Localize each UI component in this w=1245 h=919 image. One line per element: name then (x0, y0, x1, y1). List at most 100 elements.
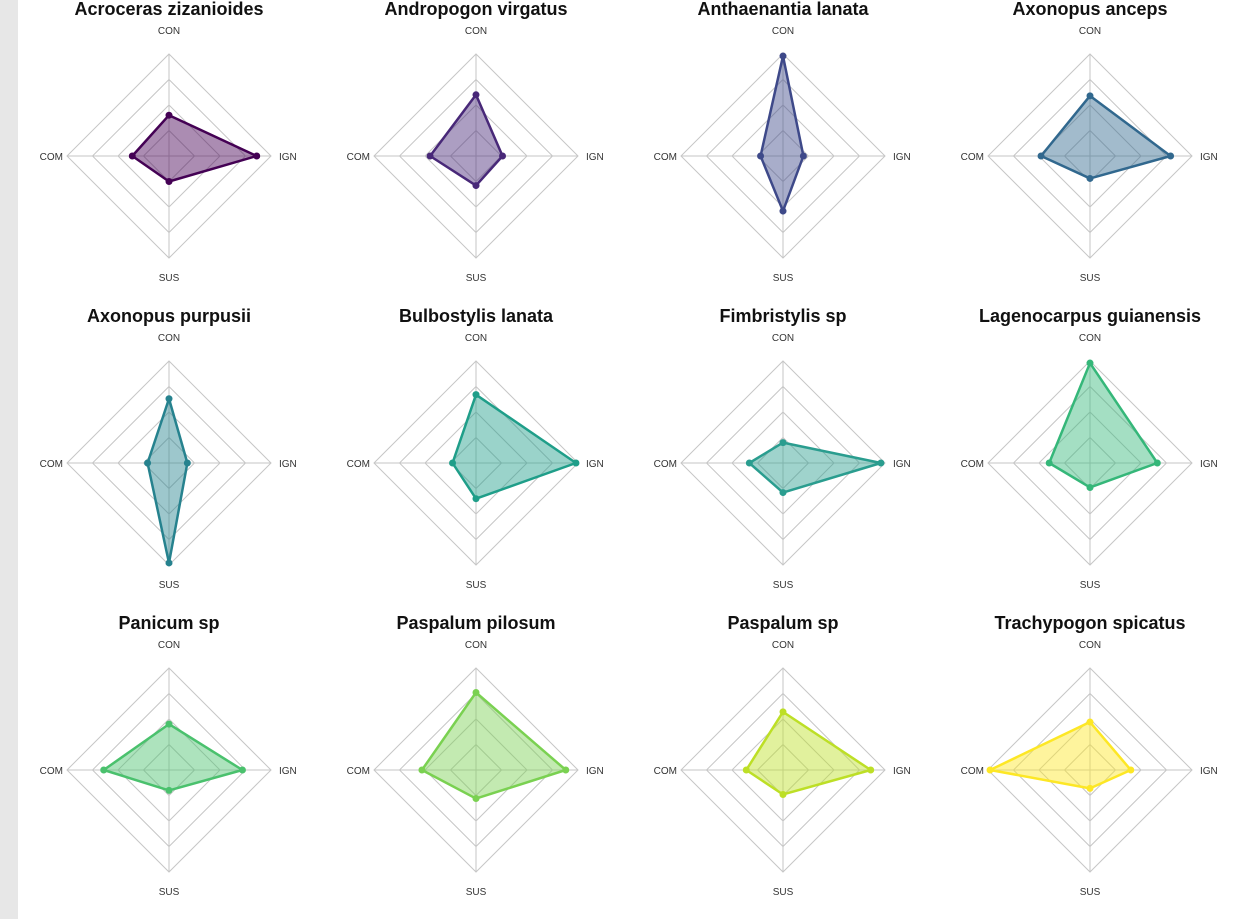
radar-panel: Bulbostylis lanata CON IGN SUS COM (347, 306, 604, 591)
axis-label: COM (347, 152, 370, 163)
radar-panel: Panicum sp CON IGN SUS COM (40, 613, 297, 898)
radar-point (472, 688, 480, 696)
radar-panel: Fimbristylis sp CON IGN SUS COM (654, 306, 911, 591)
axis-label: SUS (773, 273, 794, 284)
radar-point (877, 459, 885, 467)
axis-label: IGN (279, 152, 297, 163)
axis-label: SUS (159, 273, 180, 284)
radar-panel-grid: Acroceras zizanioidesCONIGNSUSCOMAndropo… (40, 0, 1218, 898)
axis-label: COM (40, 766, 63, 777)
panel-title: Lagenocarpus guianensis (979, 306, 1201, 326)
radar-point (165, 178, 173, 185)
axis-label: CON (465, 640, 487, 651)
axis-label: IGN (586, 152, 604, 163)
panel-title: Panicum sp (118, 613, 219, 633)
radar-area (745, 710, 872, 796)
radar-area (1039, 94, 1172, 180)
axis-label: COM (654, 766, 677, 777)
radar-point (1167, 152, 1175, 160)
panel-title: Axonopus purpusii (87, 306, 251, 326)
radar-area (102, 722, 244, 792)
radar-point (799, 152, 807, 160)
radar-panel: Andropogon virgatus CON IGN SUS COM (347, 0, 604, 284)
radar-point (779, 790, 787, 798)
radar-point (472, 495, 480, 503)
axis-label: IGN (1200, 459, 1218, 470)
radar-point (1086, 174, 1094, 182)
radar-point (742, 766, 750, 774)
radar-point (100, 766, 108, 774)
axis-label: COM (961, 766, 984, 777)
radar-point (1086, 359, 1094, 367)
radar-point (472, 91, 480, 99)
axis-label: COM (961, 152, 984, 163)
radar-panel: Axonopus anceps CON IGN SUS COM (961, 0, 1218, 284)
axis-label: CON (772, 26, 794, 37)
radar-point (183, 459, 191, 467)
axis-label: IGN (893, 459, 911, 470)
axis-label: IGN (279, 766, 297, 777)
radar-point (745, 459, 753, 467)
radar-point (128, 152, 136, 160)
radar-point (472, 182, 480, 190)
radar-point (779, 489, 787, 497)
radar-point (779, 708, 787, 716)
panel-title: Fimbristylis sp (719, 306, 846, 326)
radar-point (757, 152, 765, 160)
axis-label: CON (772, 333, 794, 344)
radar-point (144, 459, 152, 467)
axis-label: COM (347, 766, 370, 777)
axis-label: SUS (773, 887, 794, 898)
axis-label: CON (772, 640, 794, 651)
axis-label: SUS (466, 580, 487, 591)
radar-point (253, 152, 261, 160)
radar-area (131, 113, 258, 183)
radar-panel: Acroceras zizanioides CON IGN SUS COM (40, 0, 297, 284)
radar-panel: Paspalum sp CON IGN SUS COM (654, 613, 911, 898)
panel-title: Paspalum pilosum (396, 613, 555, 633)
radar-area (759, 54, 805, 213)
radar-area (1047, 361, 1159, 489)
axis-label: COM (347, 459, 370, 470)
radar-point (867, 766, 875, 774)
radar-point (165, 111, 173, 119)
axis-label: CON (158, 26, 180, 37)
radar-point (779, 439, 787, 447)
axis-label: SUS (466, 273, 487, 284)
radar-point (418, 766, 426, 774)
panel-title: Trachypogon spicatus (994, 613, 1185, 633)
radar-panel: Paspalum pilosum CON IGN SUS COM (347, 613, 604, 898)
radar-panel: Lagenocarpus guianensis CON IGN SUS COM (961, 306, 1218, 591)
panel-title: Anthaenantia lanata (697, 0, 869, 19)
axis-label: COM (40, 152, 63, 163)
axis-label: IGN (893, 766, 911, 777)
panel-title: Paspalum sp (727, 613, 838, 633)
panel-title: Andropogon virgatus (385, 0, 568, 19)
radar-chart-figure: Acroceras zizanioides CON IGN SUS COM Andropo… (18, 0, 1245, 919)
radar-point (472, 391, 480, 399)
panel-title: Axonopus anceps (1012, 0, 1167, 19)
axis-label: COM (40, 459, 63, 470)
radar-point (165, 395, 173, 403)
axis-label: SUS (159, 580, 180, 591)
axis-label: IGN (1200, 766, 1218, 777)
radar-point (779, 52, 787, 60)
axis-label: SUS (1080, 580, 1101, 591)
axis-label: CON (1079, 333, 1101, 344)
axis-label: COM (961, 459, 984, 470)
radar-point (986, 766, 994, 774)
axis-label: SUS (773, 580, 794, 591)
radar-point (1086, 784, 1094, 792)
axis-label: CON (1079, 640, 1101, 651)
axis-label: CON (158, 333, 180, 344)
axis-label: CON (465, 333, 487, 344)
radar-point (1153, 459, 1161, 467)
radar-area (146, 397, 189, 565)
radar-point (472, 795, 480, 803)
axis-label: IGN (586, 766, 604, 777)
radar-point (165, 559, 173, 567)
radar-area (748, 441, 883, 494)
radar-panel: Anthaenantia lanata CON IGN SUS COM (654, 0, 911, 284)
radar-point (449, 459, 457, 467)
radar-area (420, 691, 568, 800)
